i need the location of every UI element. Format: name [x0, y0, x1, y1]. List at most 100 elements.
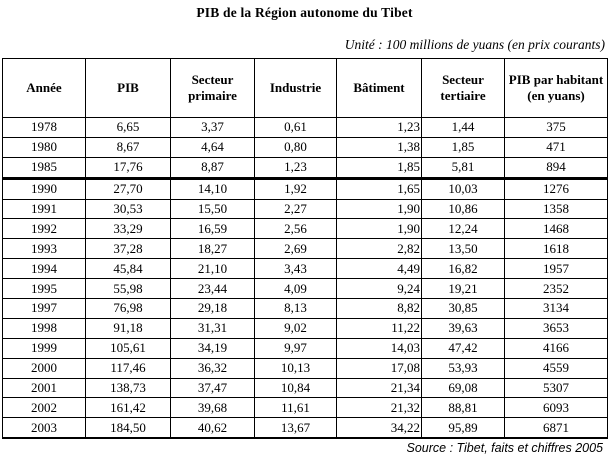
table-cell: 5307 [504, 377, 608, 399]
table-cell-year: 1992 [2, 218, 86, 240]
table-cell: 4559 [504, 357, 608, 379]
table-cell: 1,92 [254, 177, 337, 200]
table-cell-year: 1995 [2, 278, 86, 300]
table-cell-year: 1994 [2, 258, 86, 280]
table-cell: 2,69 [254, 238, 337, 260]
table-cell: 21,10 [170, 258, 255, 280]
table-cell: 16,82 [421, 258, 505, 280]
table-cell: 2,82 [336, 238, 422, 260]
table-cell: 3,37 [170, 117, 255, 138]
table-cell: 161,42 [85, 397, 171, 419]
table-cell: 4,09 [254, 278, 337, 300]
table-cell: 55,98 [85, 278, 171, 300]
table-cell: 375 [504, 117, 608, 138]
table-cell-year: 1978 [2, 117, 86, 138]
table-cell: 1276 [504, 177, 608, 200]
table-header-cell: Secteur tertiaire [421, 58, 505, 118]
table-cell: 2,56 [254, 218, 337, 240]
table-cell-year: 1991 [2, 198, 86, 220]
table-cell: 1,90 [336, 218, 422, 240]
table-cell: 3134 [504, 298, 608, 319]
table-cell: 1,90 [336, 198, 422, 220]
table-cell: 30,53 [85, 198, 171, 220]
table-row: 1991 30,53 15,50 2,27 1,90 10,86 1358 [2, 198, 608, 220]
table-cell: 1,23 [254, 156, 337, 180]
table-cell: 1957 [504, 258, 608, 280]
table-cell: 16,59 [170, 218, 255, 240]
table-cell-year: 1998 [2, 317, 86, 339]
table-header-cell: PIB [85, 58, 171, 118]
table-header-row: Année PIB Secteur primaire Industrie Bâtimen… [2, 58, 608, 118]
table-cell: 13,67 [254, 417, 337, 439]
table-cell: 21,32 [336, 397, 422, 419]
table-cell-year: 1990 [2, 177, 86, 200]
table-cell: 23,44 [170, 278, 255, 300]
table-cell: 45,84 [85, 258, 171, 280]
table-cell: 13,50 [421, 238, 505, 260]
table-cell: 10,13 [254, 357, 337, 379]
table-cell: 8,13 [254, 298, 337, 319]
table-cell: 1468 [504, 218, 608, 240]
table-cell: 12,24 [421, 218, 505, 240]
table-cell: 117,46 [85, 357, 171, 379]
table-cell-year: 1993 [2, 238, 86, 260]
source-note: Source : Tibet, faits et chiffres 2005 [406, 441, 603, 456]
table-row: 1997 76,98 29,18 8,13 8,82 30,85 3134 [2, 298, 608, 319]
table-cell: 4,64 [170, 136, 255, 158]
table-cell: 19,21 [421, 278, 505, 300]
table-cell: 138,73 [85, 377, 171, 399]
table-cell: 21,34 [336, 377, 422, 399]
table-cell: 1618 [504, 238, 608, 260]
table-cell: 1,38 [336, 136, 422, 158]
table-cell: 36,32 [170, 357, 255, 379]
table-cell: 11,22 [336, 317, 422, 339]
table-cell: 5,81 [421, 156, 505, 180]
table-cell: 6871 [504, 417, 608, 439]
table-cell: 33,29 [85, 218, 171, 240]
table-row: 2002 161,42 39,68 11,61 21,32 88,81 6093 [2, 397, 608, 419]
table-row: 1994 45,84 21,10 3,43 4,49 16,82 1957 [2, 258, 608, 280]
table-cell: 8,87 [170, 156, 255, 180]
page-title: PIB de la Région autonome du Tibet [196, 5, 413, 20]
table-cell: 40,62 [170, 417, 255, 439]
table-cell-year: 2000 [2, 357, 86, 379]
table-cell: 471 [504, 136, 608, 158]
table-cell: 10,86 [421, 198, 505, 220]
table-cell: 69,08 [421, 377, 505, 399]
table-row: 2001 138,73 37,47 10,84 21,34 69,08 5307 [2, 377, 608, 399]
table-row: 1993 37,28 18,27 2,69 2,82 13,50 1618 [2, 238, 608, 260]
table-cell: 9,97 [254, 337, 337, 359]
table-header-cell: Bâtiment [336, 58, 422, 118]
table-row: 1980 8,67 4,64 0,80 1,38 1,85 471 [2, 136, 608, 158]
table-cell: 14,03 [336, 337, 422, 359]
table-cell-year: 2002 [2, 397, 86, 419]
table-row: 1998 91,18 31,31 9,02 11,22 39,63 3653 [2, 317, 608, 339]
table-header-cell: Année [2, 58, 86, 118]
table-cell: 88,81 [421, 397, 505, 419]
table-cell: 1,85 [421, 136, 505, 158]
table-cell: 6093 [504, 397, 608, 419]
table-cell: 30,85 [421, 298, 505, 319]
table-header-cell: PIB par habitant (en yuans) [504, 58, 608, 118]
table-cell: 39,63 [421, 317, 505, 339]
table-cell: 9,02 [254, 317, 337, 339]
table-row: 1978 6,65 3,37 0,61 1,23 1,44 375 [2, 117, 608, 138]
table-cell: 34,19 [170, 337, 255, 359]
table-cell-year: 2003 [2, 417, 86, 439]
table-cell: 11,61 [254, 397, 337, 419]
table-cell: 1,65 [336, 177, 422, 200]
table-cell: 894 [504, 156, 608, 180]
table-cell: 8,82 [336, 298, 422, 319]
table-cell: 4166 [504, 337, 608, 359]
table-cell-year: 1997 [2, 298, 86, 319]
table-cell: 15,50 [170, 198, 255, 220]
table-header-cell: Secteur primaire [170, 58, 255, 118]
table-cell: 17,76 [85, 156, 171, 180]
table-cell: 2352 [504, 278, 608, 300]
table-cell: 27,70 [85, 177, 171, 200]
table-row: 2000 117,46 36,32 10,13 17,08 53,93 4559 [2, 357, 608, 379]
table-cell: 10,84 [254, 377, 337, 399]
table-cell: 4,49 [336, 258, 422, 280]
table-cell: 1358 [504, 198, 608, 220]
table-cell: 184,50 [85, 417, 171, 439]
